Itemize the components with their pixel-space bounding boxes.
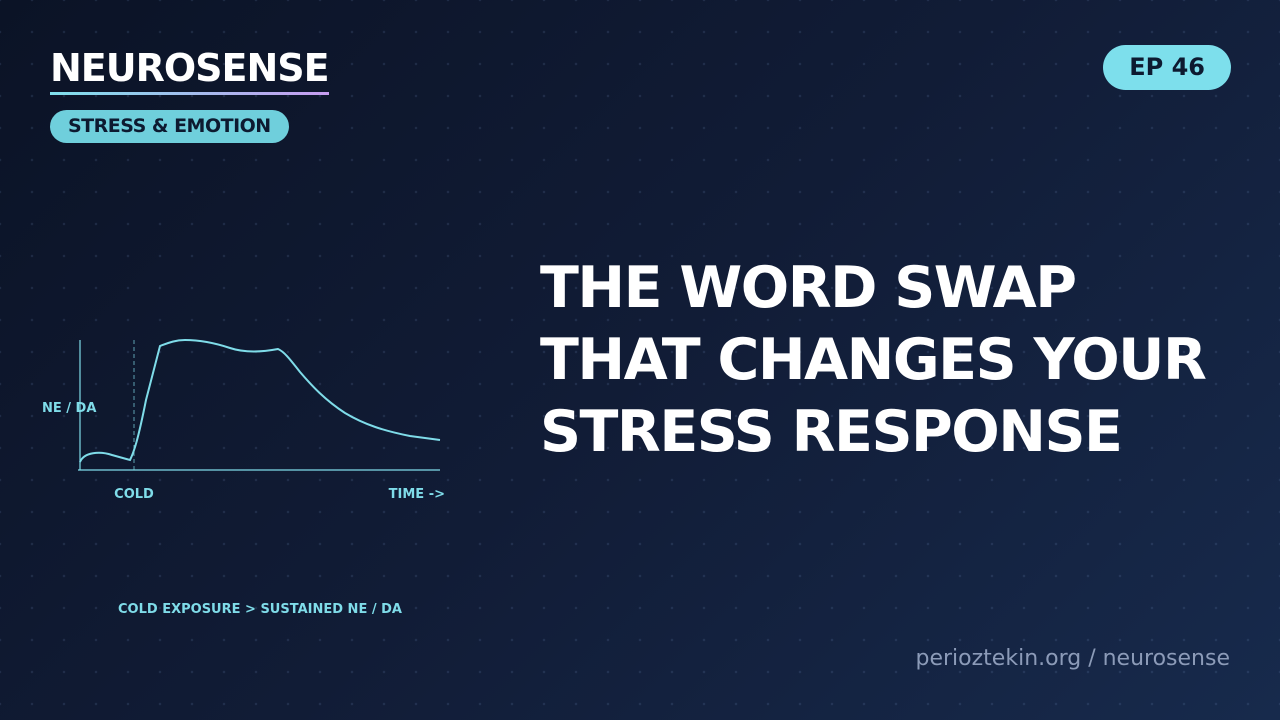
brand-name: NEUROSENSE xyxy=(50,46,330,95)
headline: THE WORD SWAP THAT CHANGES YOUR STRESS R… xyxy=(540,252,1207,468)
category-pill: STRESS & EMOTION xyxy=(50,110,289,143)
footer-url: perioztekin.org / neurosense xyxy=(915,646,1230,671)
headline-line: STRESS RESPONSE xyxy=(540,399,1123,465)
illustration: NE / DA COLD TIME -> COLD EXPOSURE > SUS… xyxy=(42,338,445,617)
headline-line: THAT CHANGES YOUR xyxy=(540,327,1207,393)
episode-pill: EP 46 xyxy=(1103,45,1231,90)
marker-label: COLD xyxy=(114,487,154,502)
x-label: TIME -> xyxy=(389,487,445,502)
caption: COLD EXPOSURE > SUSTAINED NE / DA xyxy=(118,602,402,617)
response-curve xyxy=(79,338,441,463)
y-label: NE / DA xyxy=(42,401,96,416)
headline-line: THE WORD SWAP xyxy=(540,255,1077,321)
